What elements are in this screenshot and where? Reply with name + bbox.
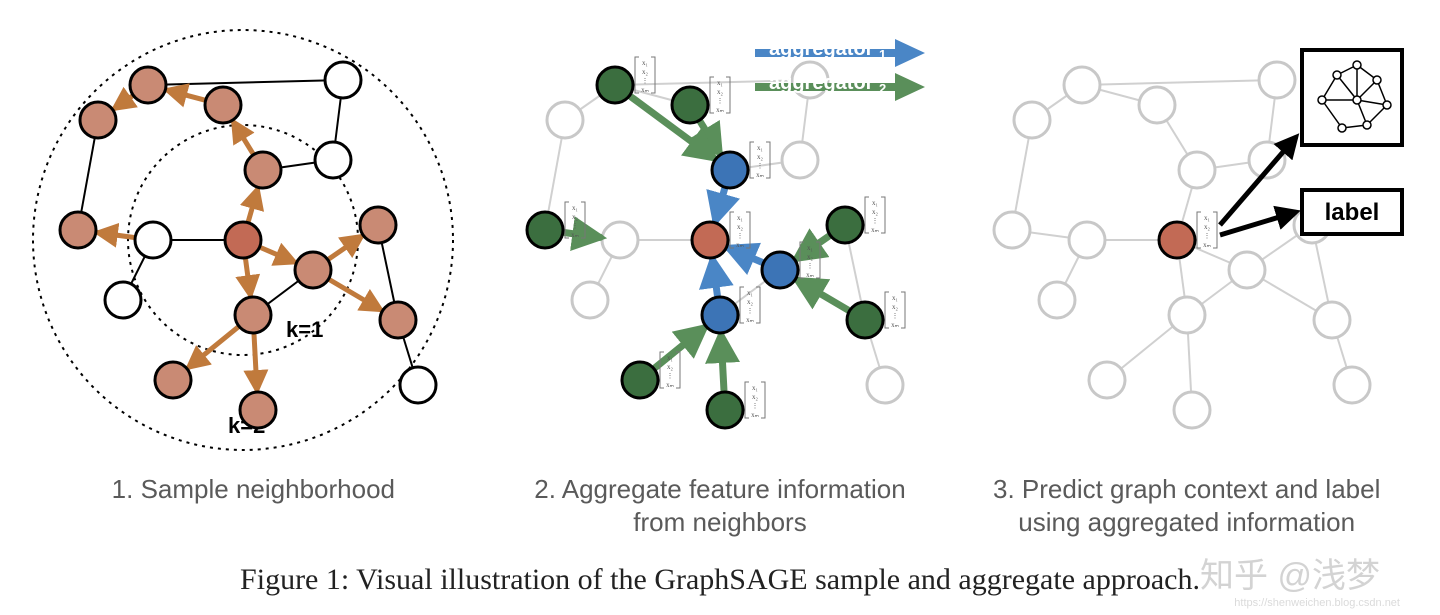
panel3-caption-l2: using aggregated information: [1018, 507, 1355, 537]
panel1-svg: k=1k=2: [28, 15, 478, 465]
svg-text:xₘ: xₘ: [641, 86, 649, 94]
svg-text:xₘ: xₘ: [871, 226, 879, 234]
panel2-caption-l2: from neighbors: [633, 507, 806, 537]
svg-text:x₁: x₁: [572, 204, 578, 212]
svg-text:⋮: ⋮: [807, 262, 814, 270]
svg-text:xₘ: xₘ: [716, 106, 724, 114]
svg-text:xₘ: xₘ: [751, 411, 759, 419]
svg-text:k=1: k=1: [286, 317, 323, 342]
svg-text:x₂: x₂: [667, 363, 674, 371]
svg-text:x₂: x₂: [747, 298, 754, 306]
svg-text:x₂: x₂: [572, 213, 579, 221]
svg-text:x₁: x₁: [892, 294, 898, 302]
panel2-caption: 2. Aggregate feature information from ne…: [534, 473, 905, 538]
svg-text:x₂: x₂: [752, 393, 759, 401]
panel3-caption: 3. Predict graph context and label using…: [993, 473, 1380, 538]
panel2-svg: x₁x₂⋮xₘx₁x₂⋮xₘx₁x₂⋮xₘx₁x₂⋮xₘx₁x₂⋮xₘx₁x₂⋮…: [495, 15, 945, 465]
svg-text:x₁: x₁: [872, 199, 878, 207]
svg-text:x₂: x₂: [642, 68, 649, 76]
svg-text:xₘ: xₘ: [571, 231, 579, 239]
svg-text:⋮: ⋮: [717, 97, 724, 105]
svg-text:x₁: x₁: [667, 354, 673, 362]
svg-text:xₘ: xₘ: [891, 321, 899, 329]
svg-text:xₘ: xₘ: [806, 271, 814, 279]
svg-text:x₂: x₂: [872, 208, 879, 216]
svg-text:label: label: [1324, 199, 1379, 226]
svg-text:⋮: ⋮: [737, 232, 744, 240]
svg-text:⋮: ⋮: [747, 307, 754, 315]
svg-text:x₂: x₂: [807, 253, 814, 261]
panel3-svg: x₁x₂⋮xₘ label: [962, 15, 1412, 465]
panel-2-aggregate: x₁x₂⋮xₘx₁x₂⋮xₘx₁x₂⋮xₘx₁x₂⋮xₘx₁x₂⋮xₘx₁x₂⋮…: [487, 15, 954, 538]
svg-text:x₂: x₂: [717, 88, 724, 96]
watermark-url: https://shenweichen.blog.csdn.net: [1234, 597, 1400, 609]
svg-text:x₁: x₁: [807, 244, 813, 252]
svg-text:aggregator: aggregator: [769, 72, 874, 94]
svg-text:x₁: x₁: [737, 214, 743, 222]
svg-text:x₁: x₁: [717, 79, 723, 87]
svg-text:⋮: ⋮: [757, 162, 764, 170]
svg-text:2: 2: [879, 81, 886, 96]
svg-text:xₘ: xₘ: [736, 241, 744, 249]
svg-text:x₁: x₁: [642, 59, 648, 67]
svg-text:aggregator: aggregator: [769, 38, 874, 60]
panel-3-predict: x₁x₂⋮xₘ label 3. Predict graph context an…: [953, 15, 1420, 538]
svg-text:⋮: ⋮: [1203, 232, 1210, 240]
svg-text:⋮: ⋮: [752, 402, 759, 410]
panel3-caption-l1: 3. Predict graph context and label: [993, 474, 1380, 504]
svg-text:⋮: ⋮: [892, 312, 899, 320]
svg-text:xₘ: xₘ: [1203, 241, 1211, 249]
svg-text:xₘ: xₘ: [746, 316, 754, 324]
svg-text:x₁: x₁: [752, 384, 758, 392]
svg-text:x₁: x₁: [1204, 214, 1210, 222]
svg-text:⋮: ⋮: [642, 77, 649, 85]
svg-text:x₂: x₂: [1204, 223, 1211, 231]
figure-caption: Figure 1: Visual illustration of the Gra…: [0, 563, 1440, 597]
panel-1-sample-neighborhood: k=1k=2 1. Sample neighborhood: [20, 15, 487, 538]
svg-text:x₂: x₂: [892, 303, 899, 311]
svg-text:1: 1: [879, 47, 886, 62]
panel2-caption-l1: 2. Aggregate feature information: [534, 474, 905, 504]
svg-text:⋮: ⋮: [572, 222, 579, 230]
svg-text:x₁: x₁: [757, 144, 763, 152]
svg-text:x₂: x₂: [757, 153, 764, 161]
panel1-caption: 1. Sample neighborhood: [112, 473, 395, 506]
svg-text:⋮: ⋮: [667, 372, 674, 380]
svg-text:xₘ: xₘ: [666, 381, 674, 389]
svg-text:x₂: x₂: [737, 223, 744, 231]
svg-text:x₁: x₁: [747, 289, 753, 297]
svg-text:⋮: ⋮: [872, 217, 879, 225]
svg-text:xₘ: xₘ: [756, 171, 764, 179]
